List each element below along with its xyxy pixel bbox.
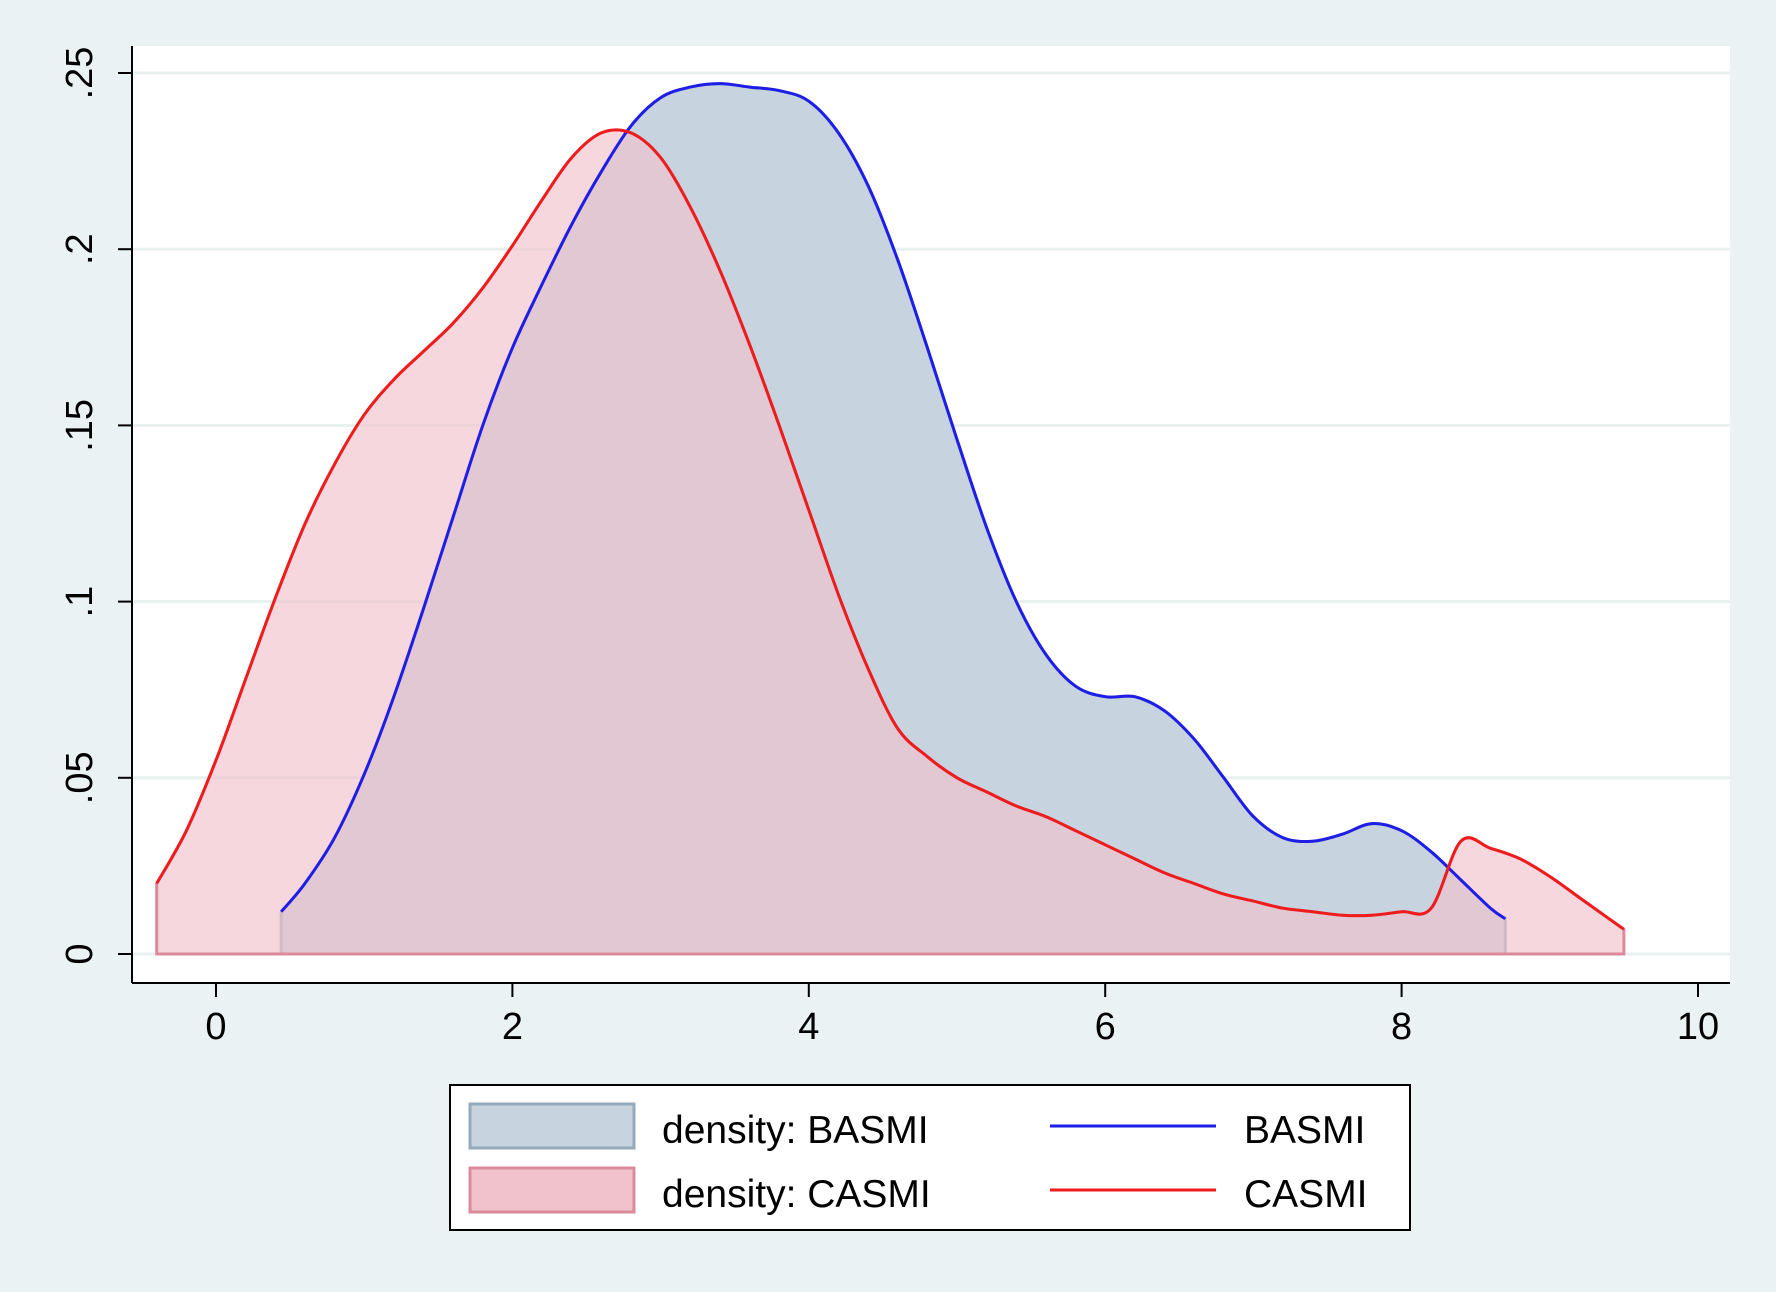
legend-swatch-density-basmi — [468, 1102, 636, 1150]
x-tick-label-2: 4 — [798, 1006, 819, 1048]
y-axis-ticks: 0 .05 .1 .15 .2 .25 — [59, 47, 132, 965]
y-tick-label-4: .2 — [59, 233, 101, 265]
line-basmi — [280, 82, 1507, 921]
x-tick-label-5: 10 — [1677, 1006, 1719, 1048]
legend-label-density-casmi: density: CASMI — [662, 1173, 931, 1216]
legend-label-casmi: CASMI — [1244, 1173, 1368, 1216]
y-tick-label-0: 0 — [59, 943, 101, 964]
x-tick-label-0: 0 — [205, 1006, 226, 1048]
x-axis-ticks: 0 2 4 6 8 10 — [205, 983, 1719, 1048]
x-tick-label-4: 8 — [1391, 1006, 1412, 1048]
legend: density: BASMI BASMI density: CASMI CASM… — [449, 1084, 1411, 1231]
x-tick-label-3: 6 — [1095, 1006, 1116, 1048]
line-casmi — [155, 128, 1625, 931]
y-tick-label-2: .1 — [59, 586, 101, 618]
legend-swatch-density-casmi — [468, 1166, 636, 1214]
legend-label-basmi: BASMI — [1244, 1109, 1365, 1152]
x-tick-label-1: 2 — [502, 1006, 523, 1048]
axes — [131, 46, 1730, 984]
y-tick-label-1: .05 — [59, 751, 101, 804]
legend-label-density-basmi: density: BASMI — [662, 1109, 929, 1152]
y-tick-label-5: .25 — [59, 47, 101, 100]
y-tick-label-3: .15 — [59, 399, 101, 452]
density-lines — [155, 82, 1625, 931]
